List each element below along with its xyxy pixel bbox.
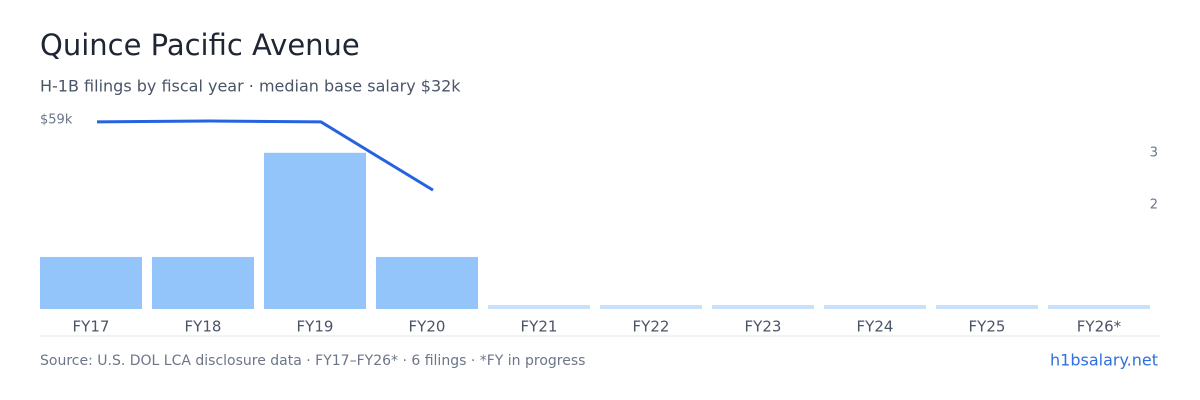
- bar-track: [1048, 305, 1150, 309]
- bar: [376, 256, 478, 309]
- salary-line: [96, 119, 434, 192]
- bar: [152, 256, 254, 309]
- bar: [40, 256, 142, 309]
- bar-track: [712, 305, 814, 309]
- y2-tick-label: 2: [1150, 197, 1158, 212]
- chart-title: Quince Pacific Avenue: [40, 28, 360, 62]
- x-tick-label: FY21: [521, 318, 558, 336]
- x-tick-label: FY22: [633, 318, 670, 336]
- bar-track: [488, 305, 590, 309]
- x-tick-label: FY18: [185, 318, 222, 336]
- x-tick-label: FY20: [409, 318, 446, 336]
- bar-track: [936, 305, 1038, 309]
- x-tick-label: FY23: [745, 318, 782, 336]
- bar-track: [600, 305, 702, 309]
- bar-track: [824, 305, 926, 309]
- x-tick-label: FY26*: [1077, 318, 1122, 336]
- y-tick-label: $59k: [40, 113, 73, 128]
- bar: [264, 152, 366, 309]
- source-note: Source: U.S. DOL LCA disclosure data · F…: [40, 353, 585, 369]
- site-link[interactable]: h1bsalary.net: [1050, 351, 1158, 370]
- x-tick-label: FY17: [73, 318, 110, 336]
- chart-subtitle: H-1B filings by fiscal year · median bas…: [40, 77, 461, 96]
- x-tick-label: FY19: [297, 318, 334, 336]
- x-tick-label: FY24: [857, 318, 894, 336]
- y2-tick-label: 3: [1150, 145, 1158, 160]
- x-tick-label: FY25: [969, 318, 1006, 336]
